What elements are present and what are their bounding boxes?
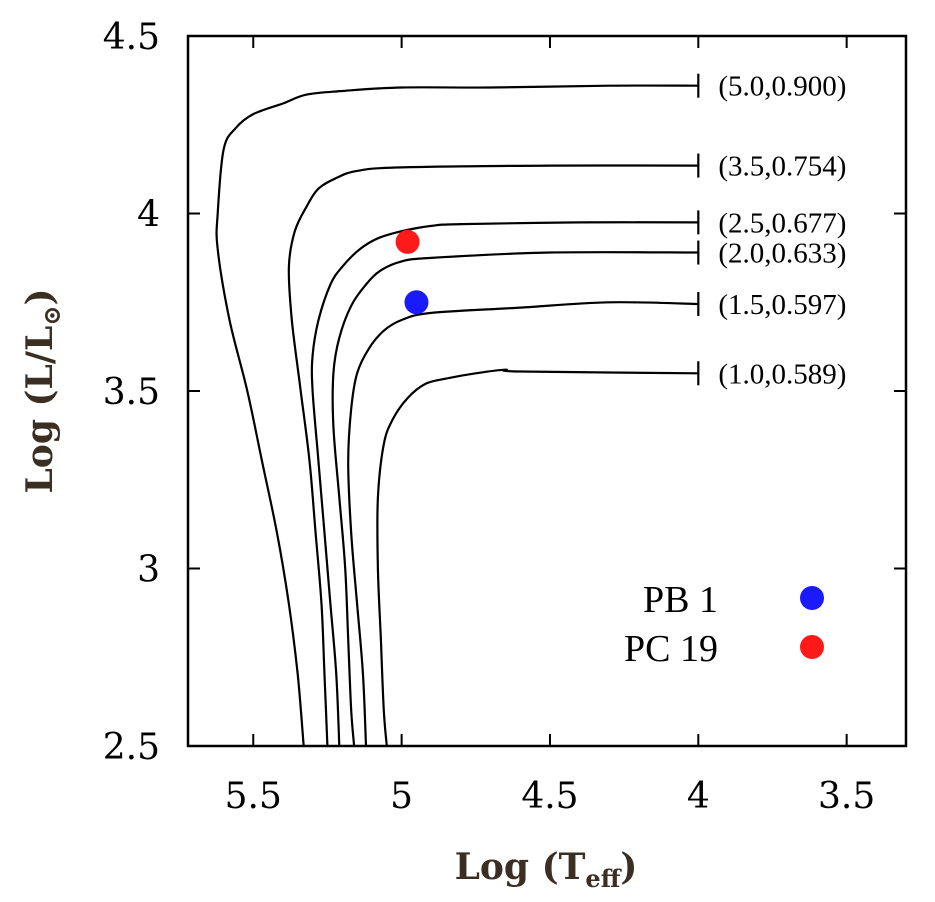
x-axis-title: Log (Teff) (455, 846, 638, 893)
track-line (215, 84, 699, 747)
x-axis-title-main: Log (T (455, 846, 586, 888)
y-axis-title-main: Log (L/L (19, 326, 61, 494)
track-line (287, 164, 699, 747)
track-label: (1.0,0.589) (718, 358, 846, 390)
y-axis-title-close: ) (19, 289, 61, 306)
x-tick-label: 3.5 (818, 776, 875, 817)
evolutionary-tracks (215, 84, 699, 747)
track-line (376, 368, 699, 747)
x-tick-label: 5.5 (225, 776, 282, 817)
track-label: (2.0,0.633) (718, 238, 846, 270)
legend-marker (800, 586, 824, 610)
track-label: (2.5,0.677) (718, 207, 846, 239)
data-point-pc-19 (395, 229, 420, 254)
x-axis-title-close: ) (620, 846, 637, 888)
legend: PB 1 PC 19 (624, 579, 824, 670)
x-tick-label: 4 (687, 776, 710, 817)
legend-marker (800, 635, 824, 659)
axis-ticks (188, 36, 906, 746)
y-tick-label: 4.5 (103, 17, 160, 58)
x-tick-labels: 5.5 5 4.5 4 3.5 (225, 776, 876, 817)
track-label: (5.0,0.900) (718, 71, 846, 103)
y-tick-label: 4 (137, 195, 160, 236)
x-tick-label: 4.5 (521, 776, 578, 817)
x-axis-title-sub: eff (585, 864, 621, 893)
data-point-pb-1 (404, 290, 429, 315)
track-line (347, 301, 699, 747)
x-tick-label: 5 (390, 776, 413, 817)
y-axis-title: Log (L/L⊙) (19, 289, 66, 494)
legend-label: PC 19 (624, 628, 718, 670)
y-tick-label: 3.5 (103, 372, 160, 413)
track-line (310, 221, 699, 747)
plot-frame (186, 34, 908, 748)
y-tick-label: 2.5 (103, 727, 160, 768)
legend-label: PB 1 (643, 579, 718, 621)
data-points (395, 229, 429, 315)
y-tick-labels: 2.5 3 3.5 4 4.5 (103, 17, 160, 768)
track-label: (1.5,0.597) (718, 289, 846, 321)
y-axis-title-symbol: ⊙ (37, 306, 66, 326)
track-line (331, 251, 699, 747)
track-label: (3.5,0.754) (718, 151, 846, 183)
track-labels: (5.0,0.900) (3.5,0.754) (2.5,0.677)(2.0,0.… (718, 71, 846, 391)
y-tick-label: 3 (137, 550, 160, 591)
